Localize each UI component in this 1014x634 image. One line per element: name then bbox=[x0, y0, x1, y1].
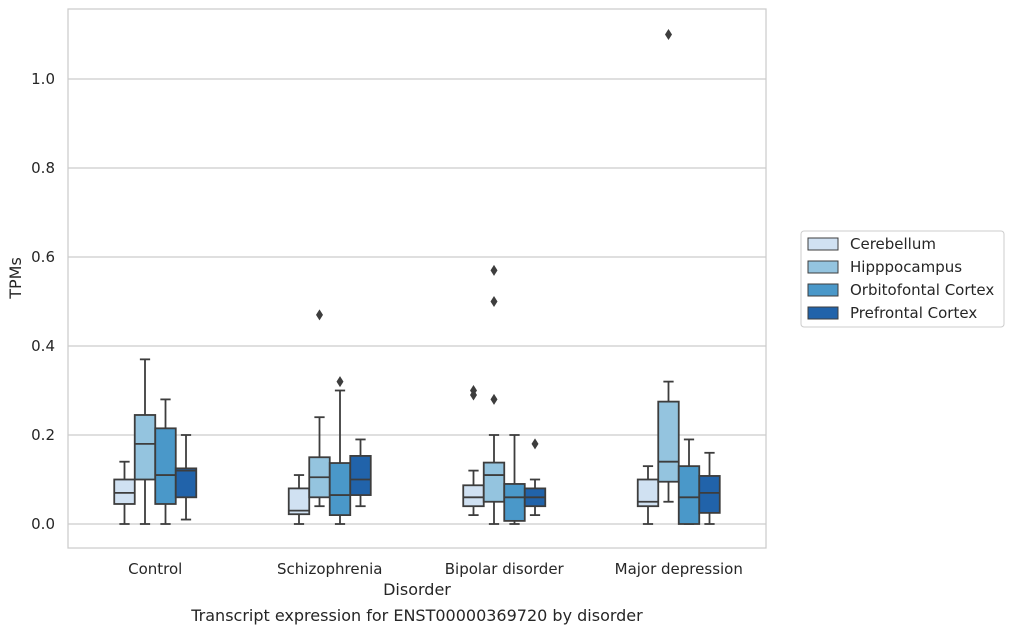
box-body bbox=[349, 455, 372, 496]
outlier-point bbox=[469, 385, 477, 396]
legend: Cerebellum Hipppocampus Orbitofontal Corte… bbox=[800, 230, 1005, 328]
box-body bbox=[174, 467, 198, 499]
box-cerebellum bbox=[636, 465, 660, 525]
box-hipppocampus bbox=[133, 358, 157, 525]
box-body bbox=[462, 484, 485, 508]
box-hipppocampus bbox=[482, 264, 506, 525]
x-tick-label: Major depression bbox=[615, 560, 743, 578]
legend-swatch bbox=[807, 306, 839, 320]
y-tick-label: 0.4 bbox=[31, 337, 55, 355]
y-tick-label: 0.2 bbox=[31, 426, 55, 444]
x-tick-label: Control bbox=[128, 560, 182, 578]
y-tick-label: 0.0 bbox=[31, 515, 55, 533]
legend-frame bbox=[800, 230, 1005, 328]
box-body bbox=[133, 414, 157, 481]
outlier-point bbox=[315, 309, 323, 321]
x-tick-label: Schizophrenia bbox=[277, 560, 382, 578]
chart-caption: Transcript expression for ENST0000036972… bbox=[191, 606, 643, 625]
box-body bbox=[503, 483, 526, 522]
box-body bbox=[154, 427, 177, 505]
legend-item: Hipppocampus bbox=[807, 258, 962, 276]
y-tick-label: 0.8 bbox=[31, 159, 55, 177]
box-orbitofontal-cortex bbox=[328, 376, 352, 525]
box-prefrontal-cortex bbox=[698, 451, 721, 525]
legend-swatch bbox=[807, 237, 839, 251]
box-body bbox=[657, 400, 680, 483]
plot-frame bbox=[67, 8, 767, 549]
legend-label: Cerebellum bbox=[850, 235, 936, 253]
outlier-point bbox=[664, 29, 672, 40]
outlier-point bbox=[336, 376, 344, 388]
box-hipppocampus bbox=[308, 309, 331, 508]
legend-item: Cerebellum bbox=[807, 235, 936, 253]
legend-label: Prefrontal Cortex bbox=[850, 304, 977, 322]
box-body bbox=[287, 487, 311, 516]
y-tick-label: 0.6 bbox=[31, 248, 55, 266]
box-groups bbox=[113, 29, 721, 525]
legend-swatch bbox=[807, 260, 839, 274]
box-prefrontal-cortex bbox=[349, 438, 372, 508]
x-axis-label: Disorder bbox=[383, 580, 451, 599]
legend-item: Orbitofontal Cortex bbox=[807, 281, 994, 299]
box-cerebellum bbox=[287, 474, 311, 525]
box-body bbox=[328, 462, 352, 517]
box-body bbox=[482, 461, 506, 503]
box-orbitofontal-cortex bbox=[503, 434, 526, 525]
box-cerebellum bbox=[462, 385, 485, 516]
box-prefrontal-cortex bbox=[523, 438, 547, 516]
box-body bbox=[698, 475, 721, 514]
y-axis-label: TPMs bbox=[6, 257, 25, 300]
outlier-point bbox=[531, 438, 539, 450]
box-orbitofontal-cortex bbox=[677, 438, 701, 525]
x-tick-labels: Control Schizophrenia Bipolar disorder Majo… bbox=[128, 560, 743, 578]
box-cerebellum bbox=[113, 460, 136, 525]
outlier-point bbox=[490, 296, 498, 307]
y-tick-label: 1.0 bbox=[31, 70, 55, 88]
y-tick-labels: 0.0 0.2 0.4 0.6 0.8 1.0 bbox=[31, 70, 55, 533]
outlier-point bbox=[490, 393, 498, 405]
box-prefrontal-cortex bbox=[174, 434, 198, 521]
legend-item: Prefrontal Cortex bbox=[807, 304, 977, 322]
x-tick-label: Bipolar disorder bbox=[445, 560, 565, 578]
box-orbitofontal-cortex bbox=[154, 398, 177, 525]
box-body bbox=[677, 465, 701, 525]
legend-label: Orbitofontal Cortex bbox=[850, 281, 994, 299]
box-body bbox=[636, 478, 660, 508]
box-hipppocampus bbox=[657, 29, 680, 503]
legend-swatch bbox=[807, 283, 839, 297]
outlier-point bbox=[490, 264, 498, 276]
box-body bbox=[113, 478, 136, 505]
legend-label: Hipppocampus bbox=[850, 258, 962, 276]
